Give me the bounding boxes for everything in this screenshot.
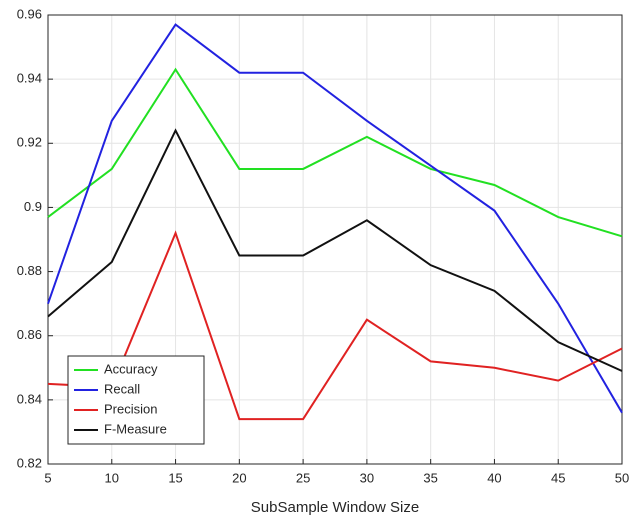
y-tick-label: 0.88 (17, 263, 42, 278)
y-tick-label: 0.94 (17, 71, 42, 86)
x-tick-label: 45 (551, 470, 565, 485)
x-tick-label: 25 (296, 470, 310, 485)
plot-frame (47, 14, 623, 465)
series-line (47, 67, 623, 238)
legend-label: F-Measure (104, 421, 167, 436)
series-line (47, 230, 623, 421)
x-tick-label: 5 (44, 470, 51, 485)
legend: Accuracy Recall Precision F-Measure (67, 355, 205, 445)
x-tick-label: 35 (423, 470, 437, 485)
y-tick-label: 0.96 (17, 6, 42, 21)
y-tick-label: 0.9 (24, 199, 42, 214)
y-tick-label: 0.86 (17, 327, 42, 342)
y-tick-label: 0.82 (17, 455, 42, 470)
x-tick-label: 50 (615, 470, 629, 485)
x-axis-label: SubSample Window Size (251, 499, 419, 516)
x-tick-label: 20 (232, 470, 246, 485)
x-tick-label: 40 (487, 470, 501, 485)
x-tick-label: 30 (360, 470, 374, 485)
y-tick-label: 0.92 (17, 135, 42, 150)
y-tick-label: 0.84 (17, 391, 42, 406)
legend-label: Accuracy (104, 361, 158, 376)
series-line (47, 128, 623, 372)
legend-label: Precision (104, 401, 157, 416)
legend-label: Recall (104, 381, 140, 396)
x-tick-label: 10 (105, 470, 119, 485)
series-line (47, 23, 623, 414)
x-tick-label: 15 (168, 470, 182, 485)
